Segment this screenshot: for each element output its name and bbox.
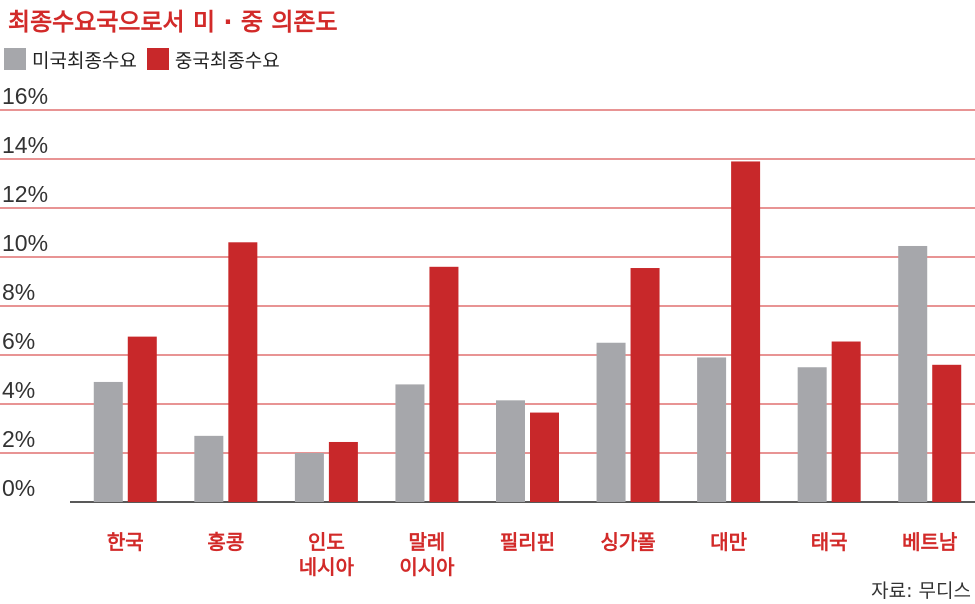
x-tick-label-line: 필리핀 xyxy=(499,530,556,554)
bar-china xyxy=(127,336,157,502)
bar-china xyxy=(630,268,660,502)
bar-china xyxy=(731,161,761,502)
y-tick-label: 6% xyxy=(2,328,35,354)
chart-title: 최종수요국으로서 미 · 중 의존도 xyxy=(8,8,338,36)
y-tick-label: 8% xyxy=(2,279,35,305)
legend-label-us: 미국최종수요 xyxy=(32,49,137,72)
legend-item-us: 미국최종수요 xyxy=(4,46,137,73)
bar-china xyxy=(228,242,258,503)
bar-us xyxy=(496,400,525,502)
x-tick-label-line: 한국 xyxy=(106,530,144,554)
x-tick-label: 베트남 xyxy=(875,530,975,555)
bar-us xyxy=(93,381,123,502)
x-tick-label-line: 베트남 xyxy=(902,530,958,554)
x-tick-label-line: 인도 xyxy=(307,530,345,554)
bar-us xyxy=(194,435,224,502)
bar-us xyxy=(294,453,324,502)
x-tick-label-line: 이시아 xyxy=(399,555,455,579)
bar-china xyxy=(932,364,962,502)
bar-china xyxy=(429,266,459,502)
x-tick-label: 홍콩 xyxy=(171,530,281,555)
bar-china xyxy=(530,412,559,502)
x-tick-label: 인도 네시아 xyxy=(271,530,381,580)
x-tick-label: 싱가폴 xyxy=(573,530,683,555)
x-tick-label-line: 홍콩 xyxy=(207,530,245,554)
legend-swatch-us xyxy=(4,48,26,70)
bar-us xyxy=(697,357,727,502)
x-tick-label-line: 싱가폴 xyxy=(600,530,656,554)
x-tick-label: 한국 xyxy=(70,530,180,555)
x-tick-label-line: 말레 xyxy=(408,530,446,554)
x-tick-label: 말레 이시아 xyxy=(372,530,482,580)
bar-china xyxy=(328,441,358,502)
legend: 미국최종수요 중국최종수요 xyxy=(4,44,280,74)
bar-us xyxy=(898,245,928,502)
y-tick-label: 10% xyxy=(2,230,48,256)
y-tick-label: 4% xyxy=(2,377,35,403)
legend-label-china: 중국최종수요 xyxy=(174,49,280,72)
x-tick-label-line: 네시아 xyxy=(298,555,354,579)
y-tick-label: 12% xyxy=(2,181,48,207)
y-tick-label: 16% xyxy=(2,83,48,109)
bar-china xyxy=(831,341,861,502)
x-tick-label-line: 태국 xyxy=(810,530,848,554)
bar-us xyxy=(797,367,827,502)
bar-us xyxy=(596,342,626,502)
y-tick-label: 0% xyxy=(2,475,35,501)
legend-swatch-china xyxy=(146,48,169,70)
source-note: 자료: 무디스 xyxy=(871,580,971,602)
y-tick-label: 2% xyxy=(2,426,35,452)
x-tick-label: 필리핀 xyxy=(473,530,583,555)
y-tick-label: 14% xyxy=(2,132,48,158)
legend-item-china: 중국최종수요 xyxy=(146,46,280,73)
x-tick-label: 태국 xyxy=(774,530,884,555)
x-tick-label-line: 대만 xyxy=(710,530,748,554)
x-tick-label: 대만 xyxy=(674,530,784,555)
bar-us xyxy=(395,384,425,502)
